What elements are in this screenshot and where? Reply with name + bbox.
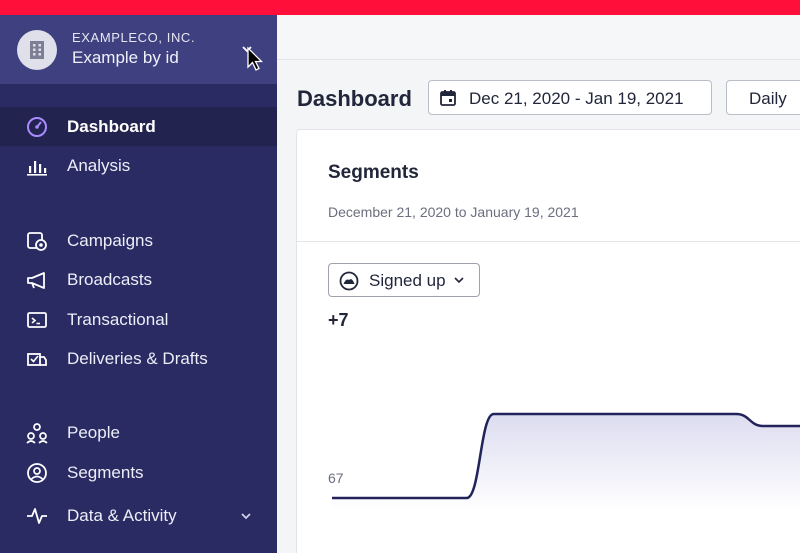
segment-line-chart [332,412,800,510]
segments-icon [26,462,48,484]
segments-card: Segments December 21, 2020 to January 19… [296,129,800,553]
chevron-down-icon [454,277,464,284]
chart-area [332,414,800,510]
sidebar-item-segments[interactable]: Segments [0,453,277,492]
sidebar-item-label: Broadcasts [67,269,153,289]
building-icon [17,30,57,70]
sidebar-item-label: Analysis [67,155,131,175]
sidebar-item-broadcasts[interactable]: Broadcasts [0,260,277,299]
page-title: Dashboard [297,86,412,111]
sidebar-item-dashboard[interactable]: Dashboard [0,107,277,146]
chevron-down-icon[interactable] [240,42,254,56]
people-icon [26,422,48,444]
main-content: Dashboard Dec 21, 2020 - Jan 19, 2021 Da… [277,15,800,553]
date-range-picker[interactable]: Dec 21, 2020 - Jan 19, 2021 [428,80,712,115]
sidebar-item-deliveries[interactable]: Deliveries & Drafts [0,339,277,378]
sidebar-item-label: Dashboard [67,116,156,136]
brand-top-bar [0,0,800,15]
card-title: Segments [328,162,419,183]
gauge-icon [26,116,48,138]
interval-select[interactable]: Daily [726,80,800,115]
sidebar-item-people[interactable]: People [0,413,277,452]
workspace-company: EXAMPLECO, INC. [72,30,196,45]
segment-select-label: Signed up [369,271,446,290]
top-header [277,15,800,60]
segment-delta: +7 [328,310,349,330]
chart-series-line [332,412,800,500]
activity-icon [26,505,48,527]
sidebar-item-label: Campaigns [67,230,153,250]
divider [297,241,800,242]
sidebar-item-analysis[interactable]: Analysis [0,146,277,185]
interval-label: Daily [749,89,787,108]
deliveries-icon [26,348,48,370]
workspace-name: Example by id [72,48,179,67]
y-axis-label: 67 [328,470,344,486]
card-date-range: December 21, 2020 to January 19, 2021 [328,204,579,220]
mouse-cursor-icon [247,47,264,71]
sidebar-item-data-activity[interactable]: Data & Activity [0,496,277,535]
terminal-icon [26,309,48,331]
sidebar-item-campaigns[interactable]: Campaigns [0,221,277,260]
sidebar-item-label: Transactional [67,309,169,329]
segment-icon [339,271,359,291]
sidebar-item-label: People [67,422,120,442]
sidebar-item-label: Data & Activity [67,505,177,525]
bar-chart-icon [26,155,48,177]
sidebar-item-transactional[interactable]: Transactional [0,300,277,339]
campaign-icon [26,230,48,252]
sidebar-item-label: Segments [67,462,144,482]
segment-select[interactable]: Signed up [328,263,480,297]
chevron-down-icon[interactable] [239,509,253,523]
sidebar: EXAMPLECO, INC. Example by id Dashboard [0,15,277,553]
megaphone-icon [26,269,48,291]
sidebar-item-label: Deliveries & Drafts [67,348,208,368]
calendar-icon [440,90,456,106]
workspace-switcher[interactable]: EXAMPLECO, INC. Example by id [0,15,277,84]
date-range-label: Dec 21, 2020 - Jan 19, 2021 [469,89,684,108]
